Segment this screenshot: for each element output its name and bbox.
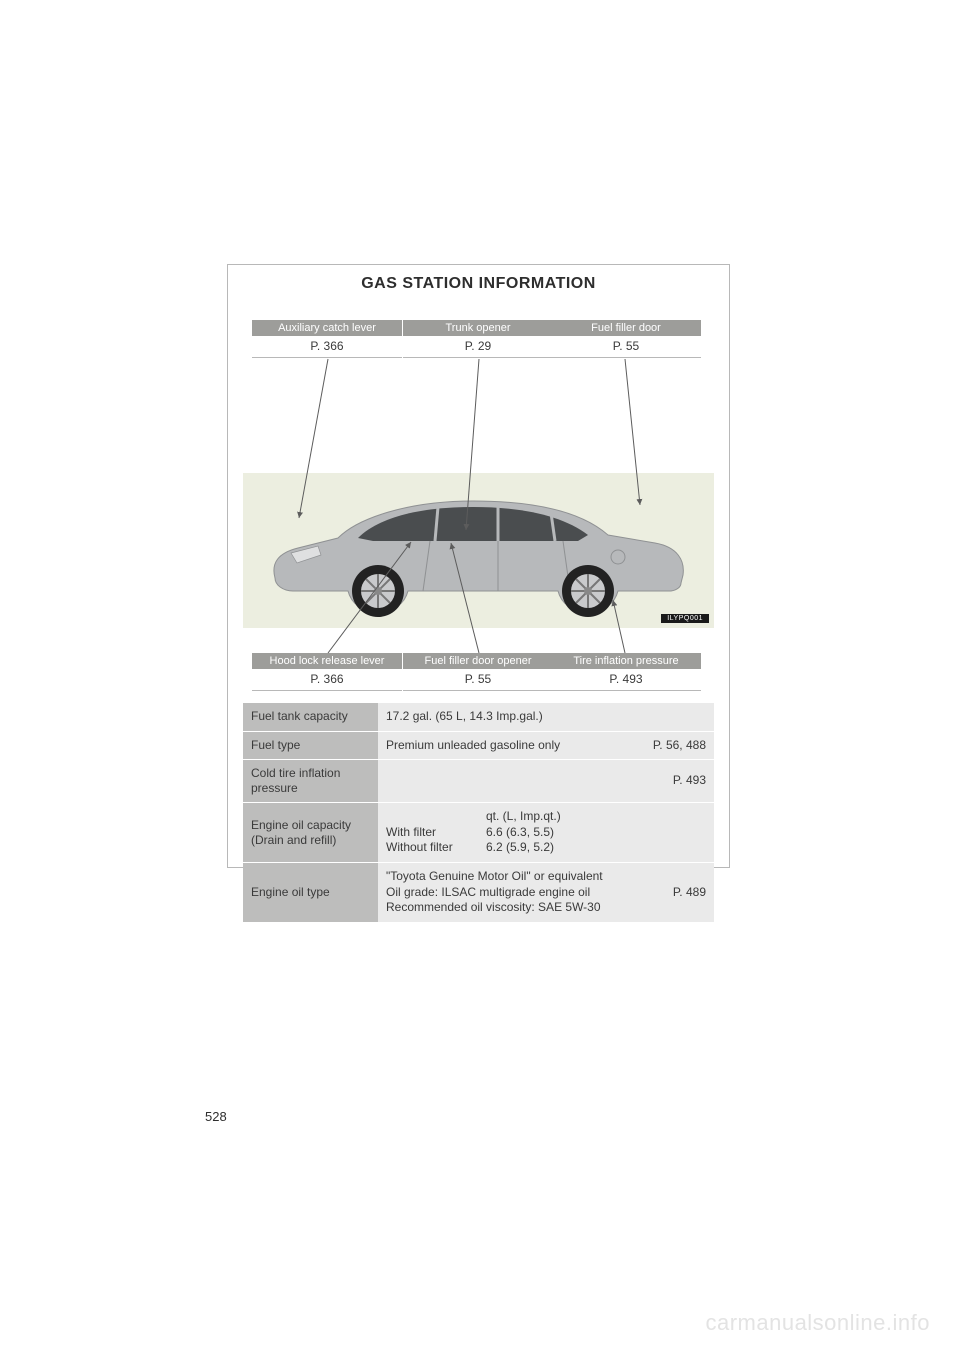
spec-label: Engine oil type [243,863,378,922]
tag-aux-catch-lever: Auxiliary catch lever P. 366 [252,320,402,358]
tag-ref: P. 493 [551,669,701,691]
image-code: ILYPQ001 [661,614,709,623]
spec-label: Cold tire inflation pressure [243,760,378,802]
page-number: 528 [205,1109,227,1124]
spec-table: Fuel tank capacity 17.2 gal. (65 L, 14.3… [243,703,714,922]
tag-fuel-door-opener: Fuel filler door opener P. 55 [403,653,553,691]
tag-label: Hood lock release lever [252,653,402,669]
manual-page-frame: GAS STATION INFORMATION Auxiliary catch … [227,264,730,868]
spec-value: qt. (L, Imp.qt.) With filter 6.6 (6.3, 5… [378,803,714,862]
spec-label: Fuel tank capacity [243,703,378,731]
spec-value: Premium unleaded gasoline only P. 56, 48… [378,732,714,760]
spec-label: Engine oil capacity (Drain and refill) [243,803,378,862]
watermark: carmanualsonline.info [705,1310,930,1336]
spec-row-oil-type: Engine oil type "Toyota Genuine Motor Oi… [243,862,714,922]
tag-ref: P. 29 [403,336,553,358]
tag-ref: P. 55 [551,336,701,358]
tag-fuel-filler-door: Fuel filler door P. 55 [551,320,701,358]
tag-ref: P. 366 [252,669,402,691]
page-title: GAS STATION INFORMATION [228,275,729,293]
spec-label: Fuel type [243,732,378,760]
car-illustration-box: ILYPQ001 [243,473,714,628]
spec-row-fuel-type: Fuel type Premium unleaded gasoline only… [243,731,714,760]
spec-value: "Toyota Genuine Motor Oil" or equivalent… [378,863,714,922]
tag-label: Fuel filler door [551,320,701,336]
spec-value: P. 493 [378,760,714,802]
tag-hood-lock-release: Hood lock release lever P. 366 [252,653,402,691]
car-illustration [263,483,693,618]
spec-row-fuel-tank: Fuel tank capacity 17.2 gal. (65 L, 14.3… [243,703,714,731]
car-diagram: Auxiliary catch lever P. 366 Trunk opene… [243,320,714,700]
spec-row-tire-pressure: Cold tire inflation pressure P. 493 [243,759,714,802]
tag-ref: P. 55 [403,669,553,691]
tag-label: Trunk opener [403,320,553,336]
tag-label: Auxiliary catch lever [252,320,402,336]
spec-value: 17.2 gal. (65 L, 14.3 Imp.gal.) [378,703,714,731]
tag-label: Tire inflation pressure [551,653,701,669]
tag-tire-pressure: Tire inflation pressure P. 493 [551,653,701,691]
tag-ref: P. 366 [252,336,402,358]
tag-label: Fuel filler door opener [403,653,553,669]
spec-row-oil-capacity: Engine oil capacity (Drain and refill) q… [243,802,714,862]
tag-trunk-opener: Trunk opener P. 29 [403,320,553,358]
